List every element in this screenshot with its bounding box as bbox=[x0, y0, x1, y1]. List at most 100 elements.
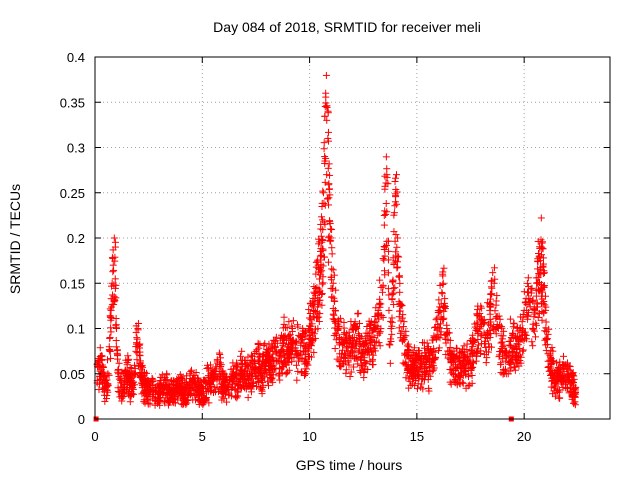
data-point bbox=[352, 355, 360, 363]
data-point bbox=[493, 292, 501, 300]
x-tick-label: 15 bbox=[410, 429, 424, 444]
data-point bbox=[527, 289, 535, 297]
data-point bbox=[396, 288, 404, 296]
data-point bbox=[402, 327, 410, 335]
data-point bbox=[328, 226, 336, 234]
data-point bbox=[176, 371, 184, 379]
data-point bbox=[315, 318, 323, 326]
data-point bbox=[440, 307, 448, 315]
y-tick-label: 0.2 bbox=[67, 231, 85, 246]
data-point bbox=[473, 327, 481, 335]
data-point bbox=[534, 314, 542, 322]
data-point bbox=[109, 246, 117, 254]
data-point bbox=[390, 284, 398, 292]
data-point bbox=[506, 342, 514, 350]
data-point bbox=[433, 314, 441, 322]
data-point bbox=[280, 313, 288, 321]
data-point bbox=[391, 237, 399, 245]
data-point bbox=[105, 345, 113, 353]
data-point bbox=[310, 300, 318, 308]
data-point bbox=[304, 361, 312, 369]
data-point bbox=[112, 281, 120, 289]
data-point bbox=[468, 351, 476, 359]
data-point bbox=[542, 346, 550, 354]
data-point bbox=[264, 377, 272, 385]
data-point bbox=[307, 341, 315, 349]
data-point bbox=[389, 254, 397, 262]
data-point bbox=[284, 341, 292, 349]
data-point bbox=[321, 102, 329, 110]
data-point bbox=[438, 290, 446, 298]
data-point bbox=[366, 341, 374, 349]
data-point bbox=[288, 322, 296, 330]
data-point bbox=[190, 371, 198, 379]
data-point bbox=[391, 177, 399, 185]
data-point bbox=[510, 319, 518, 327]
data-point bbox=[514, 357, 522, 365]
data-point bbox=[534, 237, 542, 245]
data-point bbox=[397, 317, 405, 325]
data-point bbox=[555, 394, 563, 402]
data-point bbox=[126, 398, 134, 406]
data-point bbox=[234, 392, 242, 400]
data-point bbox=[395, 313, 403, 321]
data-point bbox=[131, 370, 139, 378]
data-point bbox=[275, 372, 283, 380]
data-point bbox=[276, 376, 284, 384]
data-point bbox=[402, 374, 410, 382]
data-point bbox=[312, 308, 320, 316]
data-point bbox=[202, 384, 210, 392]
data-point bbox=[431, 324, 439, 332]
data-point bbox=[322, 93, 330, 101]
data-point bbox=[571, 401, 579, 409]
data-point bbox=[107, 295, 115, 303]
data-point bbox=[474, 336, 482, 344]
data-point bbox=[301, 342, 309, 350]
data-point bbox=[392, 174, 400, 182]
data-point bbox=[391, 202, 399, 210]
data-point bbox=[111, 238, 119, 246]
data-point bbox=[468, 372, 476, 380]
data-point bbox=[328, 265, 336, 273]
data-point bbox=[293, 346, 301, 354]
data-point bbox=[112, 337, 120, 345]
data-point bbox=[302, 328, 310, 336]
data-point bbox=[104, 356, 112, 364]
data-point bbox=[547, 383, 555, 391]
data-point bbox=[295, 331, 303, 339]
data-point bbox=[492, 297, 500, 305]
data-point bbox=[112, 343, 120, 351]
data-point bbox=[133, 339, 141, 347]
data-point bbox=[324, 164, 332, 172]
data-point bbox=[369, 325, 377, 333]
data-point bbox=[288, 358, 296, 366]
data-point bbox=[107, 354, 115, 362]
x-tick-label: 0 bbox=[91, 429, 98, 444]
data-point bbox=[385, 306, 393, 314]
data-point bbox=[379, 283, 387, 291]
data-point bbox=[425, 363, 433, 371]
data-point bbox=[410, 344, 418, 352]
data-point bbox=[388, 330, 396, 338]
data-point bbox=[543, 340, 551, 348]
data-point bbox=[313, 314, 321, 322]
data-point bbox=[395, 272, 403, 280]
data-point bbox=[448, 350, 456, 358]
data-point bbox=[106, 347, 114, 355]
data-point bbox=[382, 153, 390, 161]
data-point bbox=[386, 359, 394, 367]
data-point bbox=[112, 315, 120, 323]
data-point bbox=[393, 200, 401, 208]
data-point bbox=[280, 320, 288, 328]
data-point bbox=[161, 399, 169, 407]
data-point bbox=[531, 333, 539, 341]
data-point bbox=[386, 341, 394, 349]
data-point bbox=[383, 165, 391, 173]
data-point bbox=[320, 253, 328, 261]
data-point bbox=[418, 359, 426, 367]
data-point bbox=[376, 328, 384, 336]
data-point bbox=[132, 347, 140, 355]
data-point bbox=[491, 275, 499, 283]
data-point bbox=[368, 348, 376, 356]
data-point bbox=[393, 188, 401, 196]
